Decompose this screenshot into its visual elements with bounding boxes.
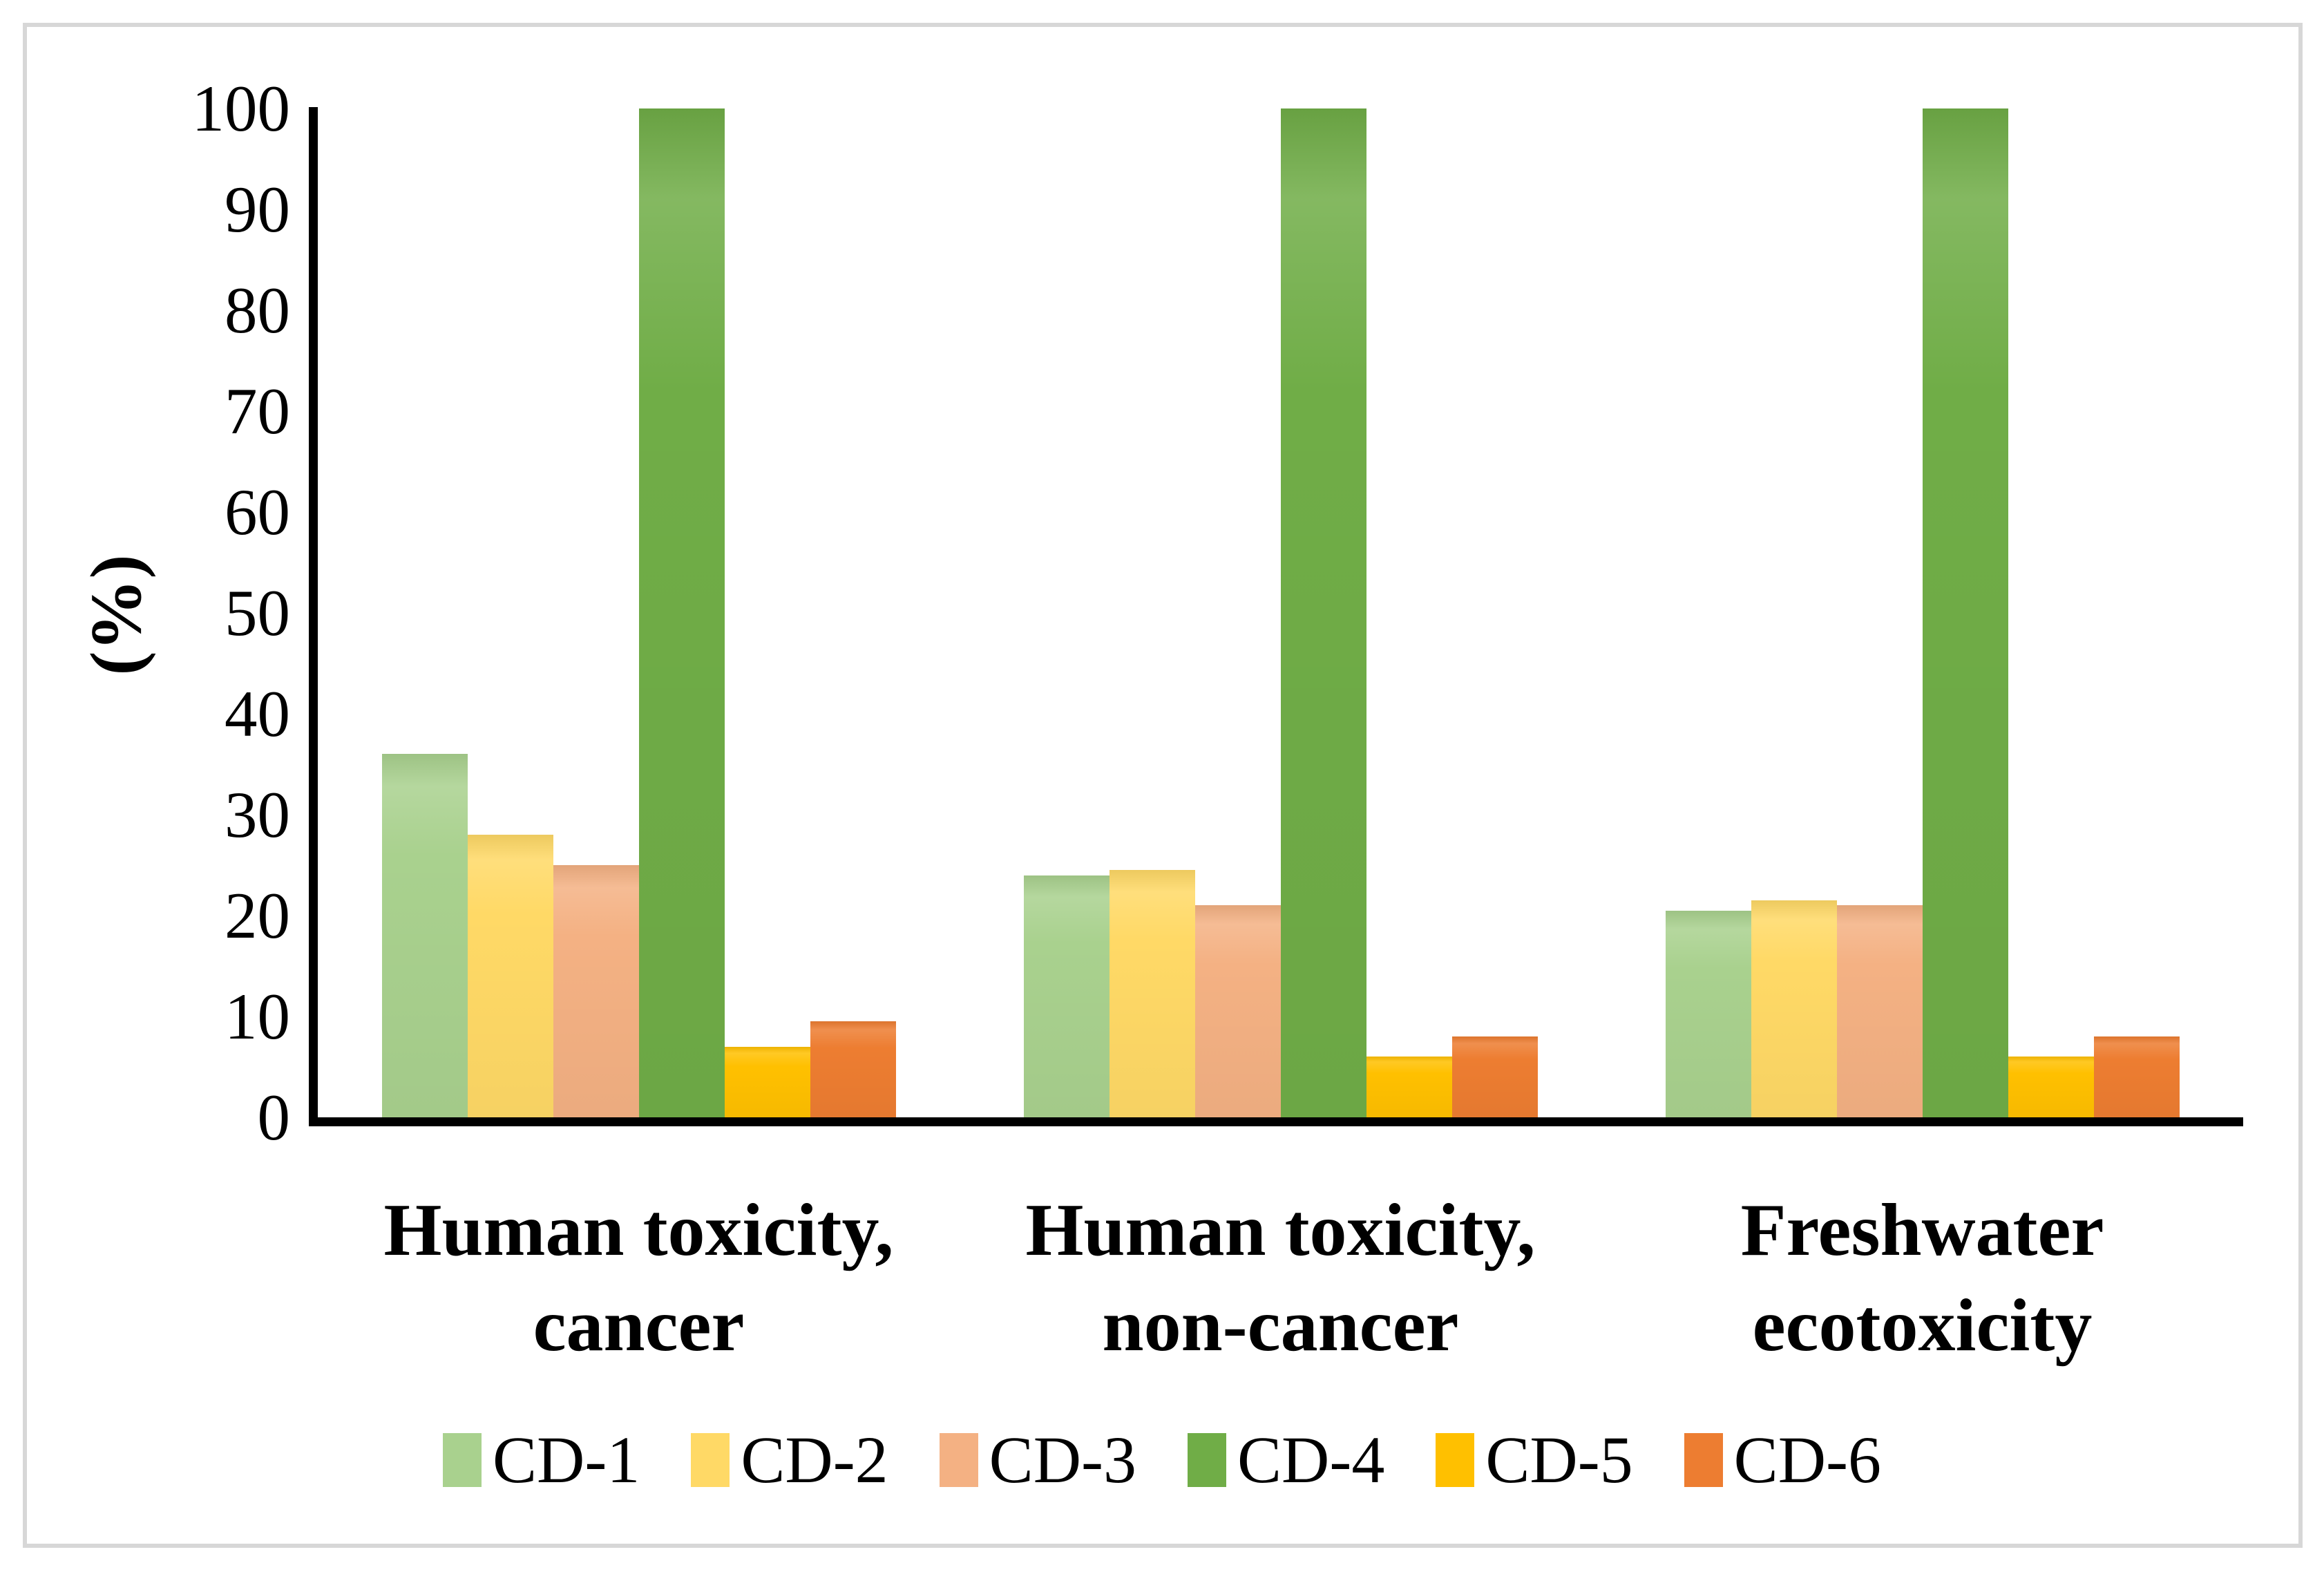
bar-group-3: [1601, 108, 2243, 1118]
y-tick-label: 80: [225, 274, 290, 347]
bar-group-2: [960, 108, 1601, 1118]
y-tick-label: 50: [225, 576, 290, 650]
y-tick-label: 70: [225, 375, 290, 448]
legend-swatch-cd-1: [443, 1433, 482, 1487]
legend-item-cd-3: CD-3: [939, 1422, 1136, 1498]
bar-cd-1-group-1: [381, 754, 468, 1117]
legend-swatch-cd-3: [939, 1433, 978, 1487]
bar-cd-2-group-2: [1109, 870, 1195, 1117]
bar-cd-5-group-2: [1366, 1057, 1452, 1117]
legend-swatch-cd-5: [1436, 1433, 1475, 1487]
legend-item-cd-1: CD-1: [443, 1422, 640, 1498]
legend-label-cd-2: CD-2: [741, 1423, 888, 1497]
legend-item-cd-2: CD-2: [691, 1422, 888, 1498]
bar-cd-5-group-3: [2008, 1057, 2094, 1117]
bar-cd-4-group-2: [1280, 108, 1366, 1117]
legend-label-cd-6: CD-6: [1733, 1423, 1881, 1497]
legend-swatch-cd-2: [691, 1433, 730, 1487]
y-axis-line: [309, 107, 318, 1126]
y-tick-label: 20: [225, 879, 290, 952]
legend-label-cd-4: CD-4: [1237, 1423, 1385, 1497]
y-tick-label: 10: [225, 980, 290, 1053]
legend-label-cd-3: CD-3: [989, 1423, 1136, 1497]
bar-cd-3-group-3: [1836, 905, 1923, 1117]
legend: CD-1 CD-2 CD-3 CD-4 CD-5 CD-6: [0, 1422, 2324, 1498]
bar-cd-5-group-1: [724, 1046, 810, 1118]
bar-cd-1-group-3: [1665, 910, 1751, 1118]
y-tick-label: 40: [225, 677, 290, 750]
category-label-2: Human toxicity, non-cancer: [1025, 1189, 1536, 1367]
category-label-3: Freshwater ecotoxicity: [1740, 1189, 2104, 1367]
y-tick-label: 100: [191, 72, 291, 145]
bar-cd-6-group-2: [1451, 1036, 1538, 1117]
legend-item-cd-4: CD-4: [1188, 1422, 1384, 1498]
bar-cd-4-group-3: [1922, 108, 2008, 1117]
category-label-1: Human toxicity, cancer: [383, 1189, 894, 1367]
legend-item-cd-5: CD-5: [1436, 1422, 1633, 1498]
bar-cd-2-group-1: [467, 835, 553, 1117]
bar-cd-6-group-3: [2093, 1036, 2180, 1117]
bar-cd-6-group-1: [810, 1021, 896, 1117]
legend-swatch-cd-6: [1684, 1433, 1723, 1487]
y-tick-label: 0: [257, 1081, 291, 1154]
y-tick-label: 60: [225, 475, 290, 549]
legend-swatch-cd-4: [1188, 1433, 1226, 1487]
legend-item-cd-6: CD-6: [1684, 1422, 1881, 1498]
bar-cd-3-group-1: [553, 865, 639, 1117]
legend-label-cd-1: CD-1: [493, 1423, 640, 1497]
bar-cd-4-group-1: [638, 108, 725, 1117]
legend-label-cd-5: CD-5: [1485, 1423, 1633, 1497]
bar-group-1: [318, 108, 960, 1118]
bar-cd-2-group-3: [1751, 900, 1837, 1117]
x-axis-line: [309, 1117, 2243, 1126]
y-tick-label: 90: [225, 173, 290, 246]
bar-cd-3-group-2: [1194, 905, 1281, 1117]
bar-cd-1-group-2: [1023, 875, 1109, 1118]
y-tick-label: 30: [225, 778, 290, 851]
